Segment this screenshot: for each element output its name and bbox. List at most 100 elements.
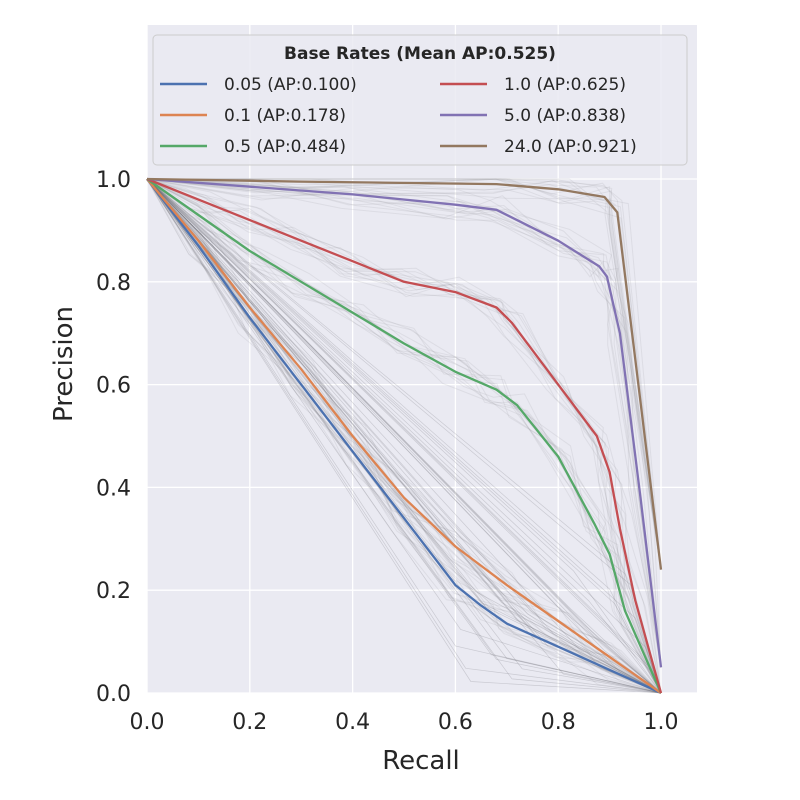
background-curve (146, 178, 662, 694)
background-curve (146, 178, 662, 570)
background-curve (146, 178, 662, 694)
background-curve (146, 178, 662, 694)
background-curve (146, 178, 662, 694)
background-curve (146, 178, 662, 694)
legend-label: 0.1 (AP:0.178) (224, 106, 346, 126)
background-curve (146, 178, 662, 694)
y-tick-label: 0.6 (96, 374, 131, 399)
background-curve (146, 178, 662, 694)
background-curve (146, 178, 662, 694)
background-curve (146, 178, 662, 668)
x-tick-label: 0.0 (130, 710, 165, 735)
background-curve (146, 178, 662, 668)
background-curve (146, 178, 662, 668)
y-axis-title: Precision (49, 306, 79, 422)
background-curve (146, 178, 662, 694)
background-curve (146, 178, 662, 668)
background-curve (146, 178, 662, 694)
background-curve (146, 178, 662, 694)
background-curve (146, 178, 662, 694)
series-line (146, 177, 663, 668)
background-curve (147, 178, 662, 570)
background-curve (146, 178, 662, 570)
background-curve (146, 178, 662, 694)
background-curve (146, 178, 662, 694)
y-tick-label: 1.0 (96, 168, 131, 193)
x-tick-label: 1.0 (644, 710, 679, 735)
background-curve (146, 178, 662, 694)
legend: Base Rates (Mean AP:0.525) 0.05 (AP:0.10… (152, 34, 688, 166)
series-lines (146, 177, 663, 695)
background-curve (146, 178, 662, 694)
legend-label: 24.0 (AP:0.921) (504, 137, 637, 157)
background-curve (146, 178, 662, 668)
background-curve (146, 178, 662, 694)
series-line (146, 177, 663, 570)
background-curve (146, 178, 662, 694)
background-curve (146, 178, 662, 694)
background-curve (146, 178, 662, 694)
legend-items: 0.05 (AP:0.100) 0.1 (AP:0.178) 0.5 (AP:0.4… (160, 75, 637, 157)
background-curve (146, 178, 662, 668)
background-curve (146, 178, 662, 694)
x-axis-title: Recall (382, 746, 460, 776)
background-curve (146, 178, 662, 694)
legend-label: 1.0 (AP:0.625) (504, 75, 626, 95)
series-line (146, 178, 662, 694)
background-curve (146, 178, 662, 694)
background-curve (146, 178, 662, 570)
background-curve (146, 178, 662, 694)
background-curve (146, 178, 662, 694)
background-curve (146, 178, 662, 694)
background-curve (146, 178, 662, 694)
background-curve (146, 178, 662, 694)
background-curve (146, 178, 662, 694)
background-curve (146, 178, 662, 694)
background-curve (146, 178, 662, 694)
series-line (146, 178, 662, 695)
background-curve (146, 178, 662, 694)
background-curve (146, 178, 662, 694)
background-curve (146, 178, 662, 694)
background-curve (146, 178, 662, 668)
background-curve (146, 178, 662, 570)
x-tick-label: 0.4 (335, 710, 370, 735)
background-curve (146, 178, 662, 694)
background-curve (146, 178, 662, 694)
background-curve (147, 178, 662, 668)
background-curve (146, 178, 662, 694)
y-tick-label: 0.0 (96, 682, 131, 707)
background-curve (146, 178, 662, 694)
background-curve (147, 178, 662, 570)
background-curve (146, 178, 662, 694)
background-curve (147, 178, 662, 570)
y-tick-label: 0.2 (96, 579, 131, 604)
x-tick-label: 0.2 (232, 710, 267, 735)
legend-label: 0.05 (AP:0.100) (224, 75, 357, 95)
background-curve (146, 178, 662, 694)
y-tick-label: 0.4 (96, 476, 131, 501)
legend-label: 5.0 (AP:0.838) (504, 106, 626, 126)
series-line (146, 177, 663, 694)
background-curve (146, 178, 662, 694)
background-curve (146, 178, 662, 694)
background-curve (146, 178, 662, 694)
background-curve (146, 178, 662, 694)
background-curve (146, 178, 662, 694)
x-tick-label: 0.8 (541, 710, 576, 735)
series-line (146, 178, 663, 694)
background-curve (146, 178, 662, 694)
background-curve (146, 178, 662, 694)
background-curve (146, 178, 662, 694)
y-tick-label: 0.8 (96, 271, 131, 296)
background-curve (146, 178, 662, 694)
background-curve (146, 178, 662, 694)
legend-label: 0.5 (AP:0.484) (224, 137, 346, 157)
background-curve (146, 178, 662, 694)
background-curve (146, 178, 662, 694)
background-curve (146, 178, 662, 694)
background-curve (146, 178, 662, 694)
x-tick-label: 0.6 (438, 710, 473, 735)
background-curve (146, 178, 662, 694)
